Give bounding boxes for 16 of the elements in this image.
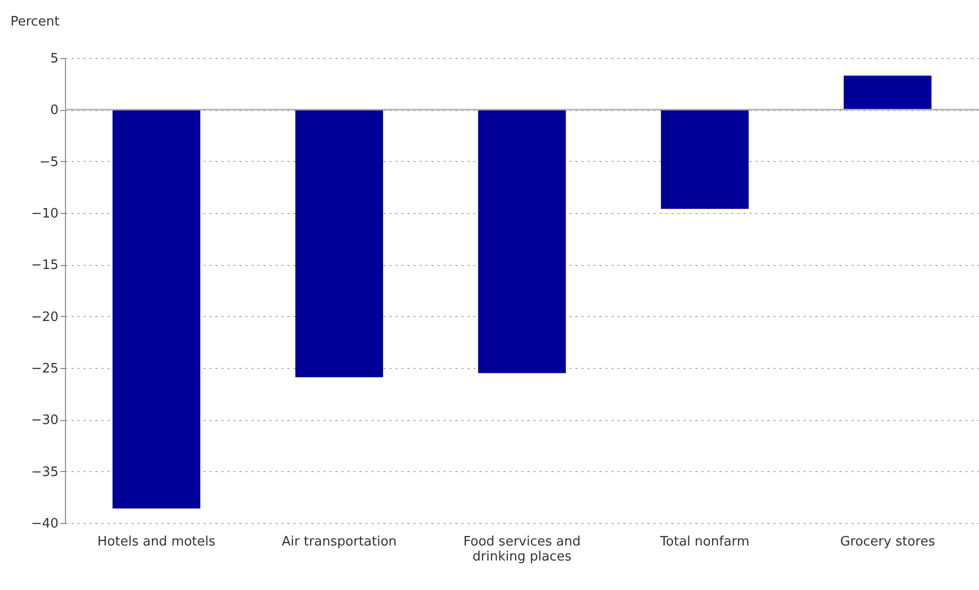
y-tick-label: −5 — [39, 154, 58, 170]
x-tick-label: Food services and drinking places — [463, 534, 581, 564]
y-tick-label: −35 — [31, 464, 58, 480]
x-tick-label: Air transportation — [282, 534, 397, 550]
y-tick-label: 0 — [50, 103, 58, 118]
y-tick-label: −15 — [31, 258, 58, 274]
y-axis-title: Percent — [10, 14, 60, 30]
y-tick-label: −10 — [31, 206, 58, 222]
x-tick-label: Total nonfarm — [659, 534, 750, 550]
y-tick-label: −40 — [31, 516, 58, 532]
y-tick-label: 5 — [50, 52, 58, 66]
y-tick-label: −25 — [31, 362, 58, 376]
y-tick-label: −20 — [31, 310, 58, 325]
y-tick-label: −30 — [31, 413, 58, 428]
x-tick-label: Grocery stores — [840, 534, 936, 550]
x-tick-label: Hotels and motels — [97, 534, 216, 550]
